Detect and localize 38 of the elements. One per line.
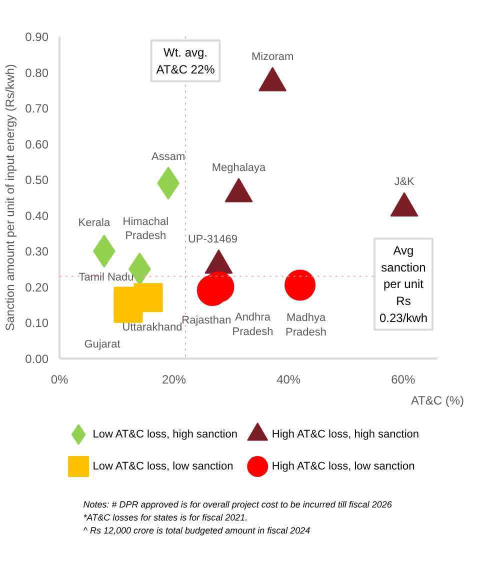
text: Notes: # DPR approved is for overall project cost to be incurred till fiscal 2026 <box>83 500 392 510</box>
annotation: Uttarakhand <box>122 322 182 334</box>
annotation: UP-31469 <box>188 233 238 246</box>
y-tick-label: 0.20 <box>25 280 49 294</box>
legend-label: Low AT&C loss, low sanction <box>92 460 234 472</box>
y-tick-label: 0.70 <box>25 102 49 116</box>
annotation: Rajasthan <box>182 314 232 327</box>
y-tick-label: 0.90 <box>25 30 49 44</box>
legend-label: High AT&C loss, high sanction <box>272 428 420 440</box>
annotation: Mizoram <box>251 51 294 64</box>
y-tick-label: 0.10 <box>25 316 49 330</box>
annotation: Assam <box>152 151 186 164</box>
y-tick-label: 0.30 <box>25 244 49 259</box>
annotation: Himachal Pradesh <box>122 216 169 242</box>
x-tick-label: 0% <box>50 372 68 386</box>
y-tick-label: 0.40 <box>25 208 49 223</box>
annotation: J&K <box>394 176 416 188</box>
y-tick-label: 0.00 <box>25 352 49 366</box>
annotation: Meghalaya <box>212 162 267 174</box>
annotation: Andhra Pradesh <box>232 312 274 338</box>
y-tick-label: 0.80 <box>25 66 49 80</box>
y-tick-label: 0.50 <box>25 173 49 188</box>
annotation: Tamil Nadu <box>78 271 134 284</box>
annotation: Madhya Pradesh <box>286 312 327 338</box>
ref-line-label: Avg sanction per unit Rs 0.23/kwh <box>379 244 428 325</box>
y-axis-title: Sanction amount per unit of input energy (Rs/kwh) <box>3 64 18 331</box>
y-tick-label: 0.60 <box>25 137 49 152</box>
text: *AT&C losses for states is for fiscal 2021. <box>83 512 248 522</box>
x-axis-title: AT&C (%) <box>410 394 464 408</box>
legend-label: High AT&C loss, low sanction <box>272 460 415 472</box>
x-tick-label: 60% <box>391 372 416 386</box>
text: ^ Rs 12,000 crore is total budgeted amount in fiscal 2024 <box>83 526 310 536</box>
x-tick-label: 20% <box>162 372 186 386</box>
ref-line-label: Wt. avg. AT&C 22% <box>156 46 216 76</box>
annotation: Kerala <box>78 217 111 230</box>
annotation: Gujarat <box>84 338 120 350</box>
legend-label: Low AT&C loss, high sanction <box>92 428 238 440</box>
x-tick-label: 40% <box>276 372 301 386</box>
